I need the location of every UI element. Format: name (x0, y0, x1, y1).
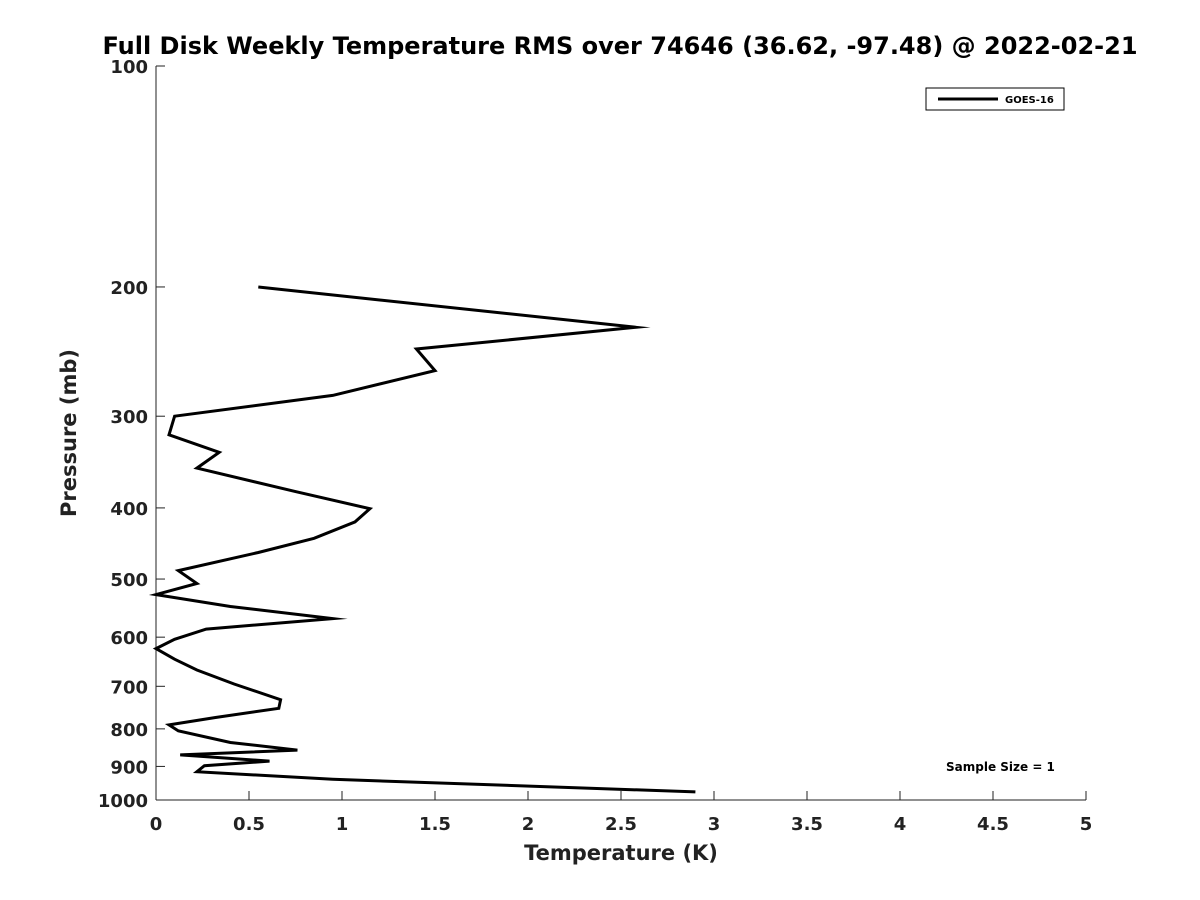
y-tick-label: 1000 (98, 791, 148, 812)
y-tick-label: 200 (110, 278, 148, 299)
x-tick-label: 4 (894, 814, 907, 835)
x-tick-label: 3.5 (791, 814, 823, 835)
y-ticks: 100 200 300 400 500 600 700 800 900 1000 (98, 57, 165, 812)
series-line-goes-16 (148, 285, 696, 794)
x-axis-label: Temperature (K) (524, 841, 718, 865)
x-tick-label: 1 (336, 814, 349, 835)
x-tick-label: 5 (1080, 814, 1093, 835)
x-tick-label: 2.5 (605, 814, 637, 835)
x-tick-label: 0 (150, 814, 163, 835)
y-tick-label: 500 (110, 570, 148, 591)
y-tick-label: 600 (110, 628, 148, 649)
x-tick-label: 4.5 (977, 814, 1009, 835)
series-layer (148, 285, 696, 794)
x-tick-label: 3 (708, 814, 721, 835)
y-tick-label: 900 (110, 757, 148, 778)
y-tick-label: 400 (110, 499, 148, 520)
x-tick-label: 2 (522, 814, 535, 835)
legend: GOES-16 (925, 87, 1065, 111)
y-tick-label: 700 (110, 677, 148, 698)
x-tick-label: 1.5 (419, 814, 451, 835)
x-ticks: 0 0.5 1 1.5 2 2.5 3 3.5 4 4.5 5 (150, 791, 1093, 835)
sample-size-annotation: Sample Size = 1 (946, 760, 1055, 774)
x-tick-label: 0.5 (233, 814, 265, 835)
axes (155, 66, 1086, 801)
y-tick-label: 100 (110, 57, 148, 78)
y-tick-label: 800 (110, 720, 148, 741)
chart-title: Full Disk Weekly Temperature RMS over 74… (102, 32, 1137, 60)
y-axis-label: Pressure (mb) (57, 349, 81, 517)
y-tick-label: 300 (110, 407, 148, 428)
legend-label-goes-16: GOES-16 (1005, 95, 1054, 106)
